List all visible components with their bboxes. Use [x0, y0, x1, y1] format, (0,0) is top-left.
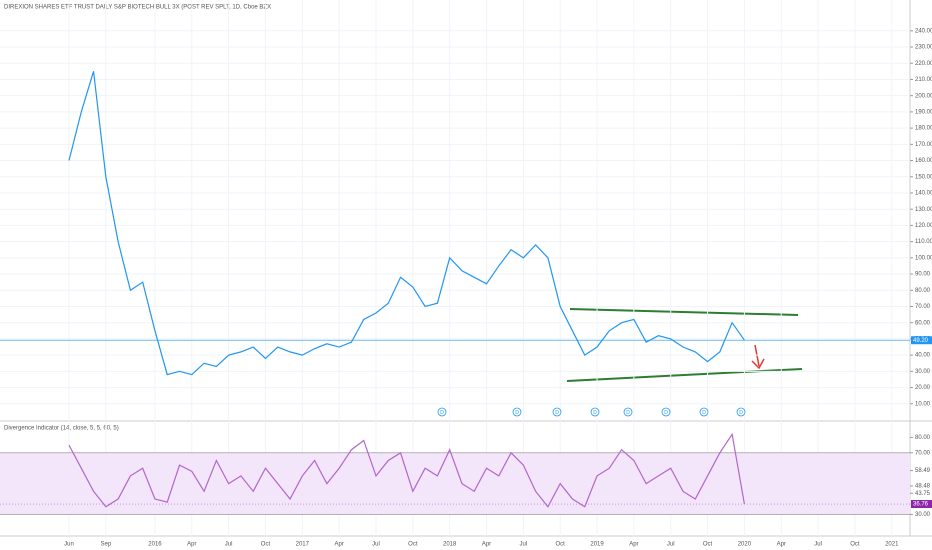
- x-tick-label: Jul: [372, 542, 380, 548]
- indicator-title: Divergence Indicator (14, close, 5, 5, 6…: [4, 426, 119, 432]
- y-tick-label: 48.48: [915, 484, 931, 490]
- y-tick-label: 43.75: [915, 491, 931, 497]
- x-tick-label: Oct: [556, 542, 566, 548]
- dividend-marker: [552, 407, 562, 417]
- y-tick-label: 20.00: [915, 385, 931, 391]
- y-tick-label: 150.00: [915, 174, 932, 180]
- y-tick-label: 90.00: [915, 272, 931, 278]
- x-tick-label: Apr: [777, 542, 786, 548]
- y-tick-label: 130.00: [915, 207, 932, 213]
- x-tick-label: 2018: [443, 542, 457, 548]
- x-tick-label: Oct: [408, 542, 418, 548]
- y-tick-label: 140.00: [915, 191, 932, 197]
- dividend-marker: [623, 407, 633, 417]
- dividend-label: D: [555, 410, 559, 416]
- last-value-badge: [911, 500, 932, 509]
- x-tick-label: Apr: [187, 542, 196, 548]
- dividend-marker: [699, 407, 709, 417]
- dividend-marker: [736, 407, 746, 417]
- y-tick-label: 80.00: [915, 288, 931, 294]
- y-tick-label: 30.00: [915, 369, 931, 375]
- dividend-label: D: [739, 410, 743, 416]
- x-tick-label: Jul: [814, 542, 822, 548]
- y-tick-label: 30.00: [915, 512, 931, 518]
- y-tick-label: 190.00: [915, 109, 932, 115]
- y-tick-label: 200.00: [915, 93, 932, 99]
- x-tick-label: 2019: [590, 542, 604, 548]
- y-tick-label: 240.00: [915, 28, 932, 34]
- last-value-label: 49.20: [913, 338, 929, 344]
- last-value-badge: [911, 336, 932, 345]
- y-tick-label: 100.00: [915, 255, 932, 261]
- dividend-label: D: [515, 410, 519, 416]
- y-tick-label: 58.49: [915, 468, 931, 474]
- x-tick-label: Oct: [703, 542, 713, 548]
- x-tick-label: 2020: [738, 542, 752, 548]
- dividend-marker: [512, 407, 522, 417]
- y-tick-label: 80.00: [915, 435, 931, 441]
- last-value-label: 36.76: [913, 502, 929, 508]
- dividend-label: D: [664, 410, 668, 416]
- trendline: [569, 308, 799, 316]
- y-tick-label: 180.00: [915, 126, 932, 132]
- dividend-label: D: [702, 410, 706, 416]
- y-tick-label: 120.00: [915, 223, 932, 229]
- dividend-label: D: [593, 410, 597, 416]
- y-tick-label: 60.00: [915, 320, 931, 326]
- arrow-head: [751, 358, 765, 370]
- x-tick-label: 2016: [148, 542, 162, 548]
- x-tick-label: Apr: [334, 542, 343, 548]
- y-tick-label: 70.00: [915, 304, 931, 310]
- y-tick-label: 40.00: [915, 353, 931, 359]
- x-tick-label: Jul: [225, 542, 233, 548]
- x-tick-label: Apr: [482, 542, 491, 548]
- dividend-marker: [590, 407, 600, 417]
- x-tick-label: Oct: [850, 542, 860, 548]
- dividend-label: D: [440, 410, 444, 416]
- y-tick-label: 220.00: [915, 61, 932, 67]
- x-tick-label: Jul: [520, 542, 528, 548]
- chart-title: DIREXION SHARES ETF TRUST DAILY S&P BIOT…: [4, 5, 271, 11]
- band: [0, 452, 910, 515]
- y-tick-label: 70.00: [915, 450, 931, 456]
- y-tick-label: 10.00: [915, 401, 931, 407]
- x-tick-label: 2017: [296, 542, 310, 548]
- dividend-marker: [661, 407, 671, 417]
- x-tick-label: Oct: [261, 542, 271, 548]
- dividend-marker: [437, 407, 447, 417]
- y-tick-label: 160.00: [915, 158, 932, 164]
- data-line: [68, 432, 745, 508]
- x-tick-label: 2021: [885, 542, 899, 548]
- y-tick-label: 210.00: [915, 77, 932, 83]
- x-tick-label: Sep: [100, 542, 111, 548]
- x-tick-label: Apr: [629, 542, 638, 548]
- y-tick-label: 170.00: [915, 142, 932, 148]
- data-line: [68, 71, 745, 376]
- y-tick-label: 110.00: [915, 239, 932, 245]
- x-tick-label: Jun: [64, 542, 74, 548]
- y-tick-label: 230.00: [915, 45, 932, 51]
- x-tick-label: Jul: [667, 542, 675, 548]
- dividend-label: D: [626, 410, 630, 416]
